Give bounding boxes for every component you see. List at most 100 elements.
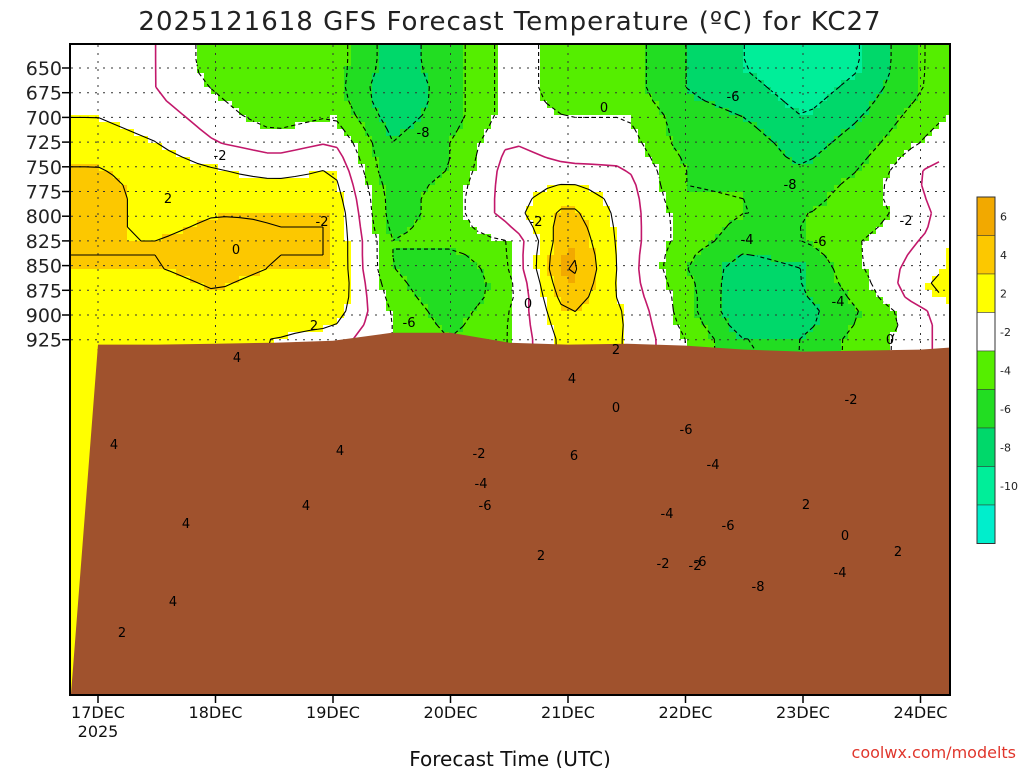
temperature-cell: [267, 164, 274, 171]
temperature-cell: [302, 269, 309, 276]
temperature-cell: [190, 276, 197, 283]
temperature-cell: [281, 304, 288, 311]
temperature-cell: [316, 122, 323, 129]
temperature-cell: [169, 101, 176, 108]
temperature-cell: [246, 255, 253, 262]
temperature-cell: [323, 87, 330, 94]
temperature-cell: [85, 220, 92, 227]
temperature-cell: [379, 129, 386, 136]
temperature-cell: [351, 234, 358, 241]
temperature-cell: [176, 276, 183, 283]
temperature-cell: [393, 192, 400, 199]
temperature-cell: [190, 332, 197, 339]
temperature-cell: [316, 318, 323, 325]
temperature-cell: [358, 255, 365, 262]
temperature-cell: [211, 66, 218, 73]
temperature-cell: [113, 94, 120, 101]
temperature-cell: [260, 332, 267, 339]
temperature-cell: [393, 164, 400, 171]
temperature-cell: [330, 248, 337, 255]
temperature-cell: [365, 45, 372, 52]
temperature-cell: [225, 199, 232, 206]
temperature-cell: [169, 297, 176, 304]
temperature-cell: [225, 318, 232, 325]
temperature-cell: [428, 185, 435, 192]
temperature-cell: [148, 332, 155, 339]
temperature-cell: [344, 318, 351, 325]
temperature-cell: [372, 297, 379, 304]
temperature-cell: [246, 339, 253, 346]
temperature-cell: [393, 80, 400, 87]
temperature-cell: [400, 129, 407, 136]
temperature-cell: [400, 115, 407, 122]
temperature-cell: [211, 227, 218, 234]
temperature-cell: [428, 45, 435, 52]
temperature-cell: [99, 213, 106, 220]
temperature-cell: [183, 66, 190, 73]
temperature-cell: [155, 206, 162, 213]
temperature-cell: [379, 171, 386, 178]
temperature-cell: [267, 59, 274, 66]
temperature-cell: [169, 59, 176, 66]
temperature-cell: [71, 52, 78, 59]
temperature-cell: [225, 185, 232, 192]
temperature-cell: [197, 122, 204, 129]
temperature-cell: [302, 143, 309, 150]
temperature-cell: [169, 283, 176, 290]
temperature-cell: [190, 339, 197, 346]
temperature-cell: [232, 150, 239, 157]
temperature-cell: [204, 66, 211, 73]
temperature-cell: [85, 395, 92, 402]
temperature-cell: [414, 227, 421, 234]
temperature-cell: [239, 164, 246, 171]
temperature-cell: [106, 87, 113, 94]
temperature-cell: [253, 248, 260, 255]
temperature-cell: [316, 283, 323, 290]
temperature-cell: [337, 325, 344, 332]
temperature-cell: [351, 304, 358, 311]
temperature-cell: [309, 220, 316, 227]
temperature-cell: [204, 164, 211, 171]
temperature-cell: [197, 150, 204, 157]
temperature-cell: [337, 290, 344, 297]
temperature-cell: [204, 220, 211, 227]
temperature-cell: [190, 325, 197, 332]
temperature-cell: [274, 143, 281, 150]
temperature-cell: [176, 206, 183, 213]
temperature-cell: [127, 171, 134, 178]
temperature-cell: [442, 164, 449, 171]
temperature-cell: [92, 339, 99, 346]
temperature-cell: [379, 262, 386, 269]
temperature-cell: [295, 290, 302, 297]
temperature-cell: [183, 262, 190, 269]
temperature-cell: [127, 220, 134, 227]
temperature-cell: [379, 241, 386, 248]
temperature-cell: [169, 276, 176, 283]
temperature-cell: [281, 45, 288, 52]
temperature-cell: [288, 206, 295, 213]
temperature-cell: [351, 136, 358, 143]
temperature-cell: [162, 66, 169, 73]
temperature-cell: [393, 143, 400, 150]
temperature-cell: [176, 45, 183, 52]
temperature-cell: [330, 206, 337, 213]
temperature-cell: [162, 227, 169, 234]
temperature-cell: [162, 297, 169, 304]
temperature-cell: [330, 94, 337, 101]
temperature-cell: [414, 52, 421, 59]
temperature-cell: [141, 269, 148, 276]
temperature-cell: [281, 66, 288, 73]
temperature-cell: [337, 52, 344, 59]
temperature-cell: [253, 136, 260, 143]
temperature-cell: [267, 73, 274, 80]
temperature-cell: [169, 129, 176, 136]
temperature-cell: [372, 52, 379, 59]
temperature-cell: [372, 185, 379, 192]
temperature-cell: [78, 374, 85, 381]
temperature-cell: [190, 66, 197, 73]
temperature-cell: [71, 626, 78, 633]
temperature-cell: [379, 115, 386, 122]
temperature-cell: [253, 122, 260, 129]
temperature-cell: [295, 227, 302, 234]
temperature-cell: [162, 108, 169, 115]
